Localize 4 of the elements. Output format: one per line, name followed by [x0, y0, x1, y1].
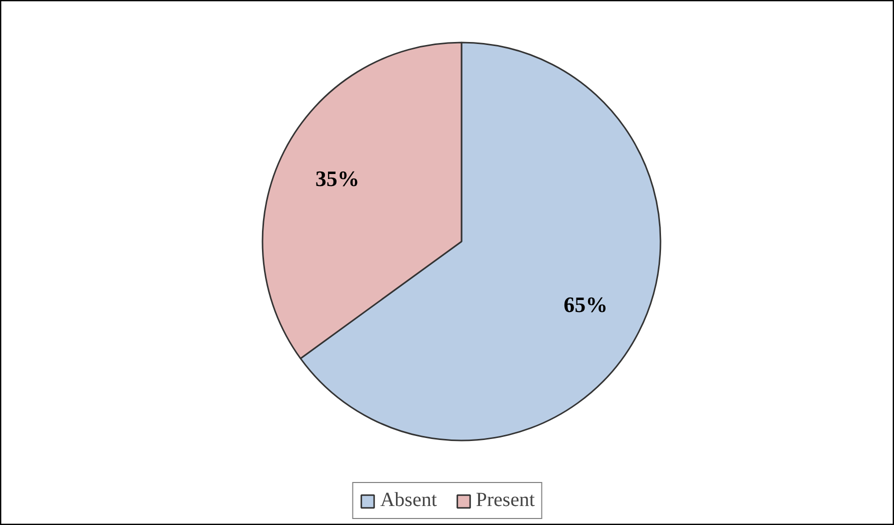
data-label: 35%	[315, 166, 360, 191]
data-label: 65%	[564, 292, 608, 318]
legend-label: Absent	[380, 489, 437, 512]
legend-label: Present	[476, 489, 535, 512]
